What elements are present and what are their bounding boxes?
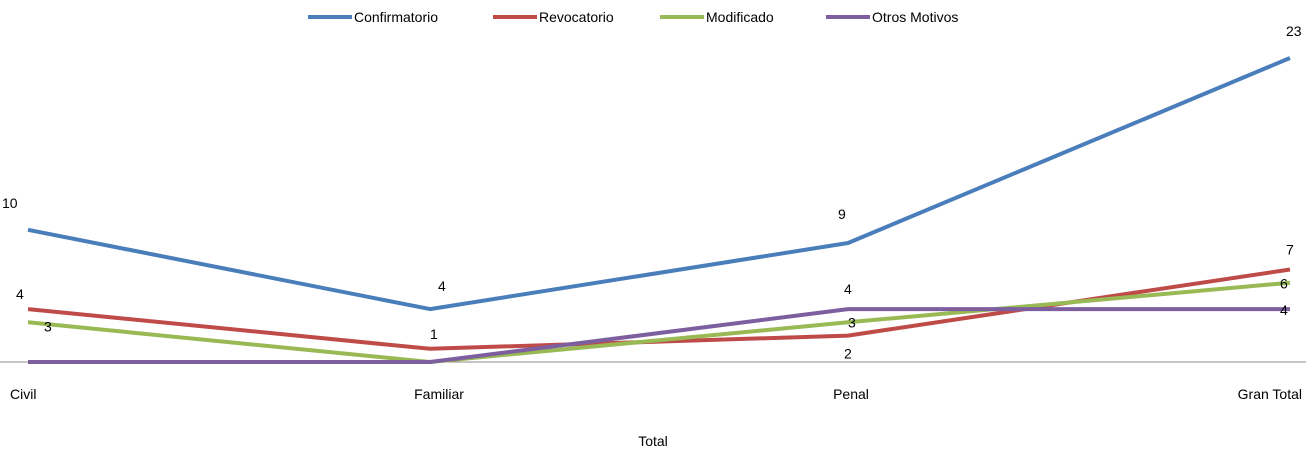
legend-label-confirmatorio: Confirmatorio [354,9,438,25]
x-axis-ticks: Civil Familiar Penal Gran Total [10,386,1302,402]
data-label-modificado-penal: 3 [848,314,856,330]
legend: Confirmatorio Revocatorio Modificado Otros … [308,9,958,25]
data-label-revocatorio-civil: 4 [16,286,24,302]
x-axis-title: Total [638,433,668,449]
data-label-otros-motivos-gran-total: 4 [1280,302,1288,318]
data-label-modificado-civil: 3 [44,318,52,334]
data-label-otros-motivos-penal: 4 [844,281,852,297]
legend-item-otros-motivos: Otros Motivos [826,9,958,25]
data-label-confirmatorio-familiar: 4 [438,278,446,294]
x-tick-label-penal: Penal [833,386,869,402]
legend-item-modificado: Modificado [660,9,774,25]
series-line-otros-motivos [28,307,1290,364]
data-label-revocatorio-gran-total: 7 [1286,241,1294,257]
series-line-modificado [27,280,1291,364]
series-lines [27,56,1291,364]
x-tick-label-familiar: Familiar [414,386,464,402]
legend-label-revocatorio: Revocatorio [539,9,614,25]
data-label-confirmatorio-civil: 10 [2,195,18,211]
legend-label-modificado: Modificado [706,9,774,25]
legend-item-confirmatorio: Confirmatorio [308,9,438,25]
data-label-modificado-gran-total: 6 [1280,276,1288,292]
legend-label-otros-motivos: Otros Motivos [872,9,958,25]
x-tick-label-civil: Civil [10,386,36,402]
data-label-revocatorio-familiar: 1 [430,326,438,342]
data-label-confirmatorio-penal: 9 [838,206,846,222]
data-labels: 10 4 9 23 4 1 2 7 3 3 6 4 4 [2,23,1302,362]
x-tick-label-gran-total: Gran Total [1238,386,1302,402]
legend-item-revocatorio: Revocatorio [493,9,614,25]
data-label-revocatorio-penal: 2 [844,346,852,362]
series-line-confirmatorio [27,56,1291,312]
data-label-confirmatorio-gran-total: 23 [1286,23,1302,39]
